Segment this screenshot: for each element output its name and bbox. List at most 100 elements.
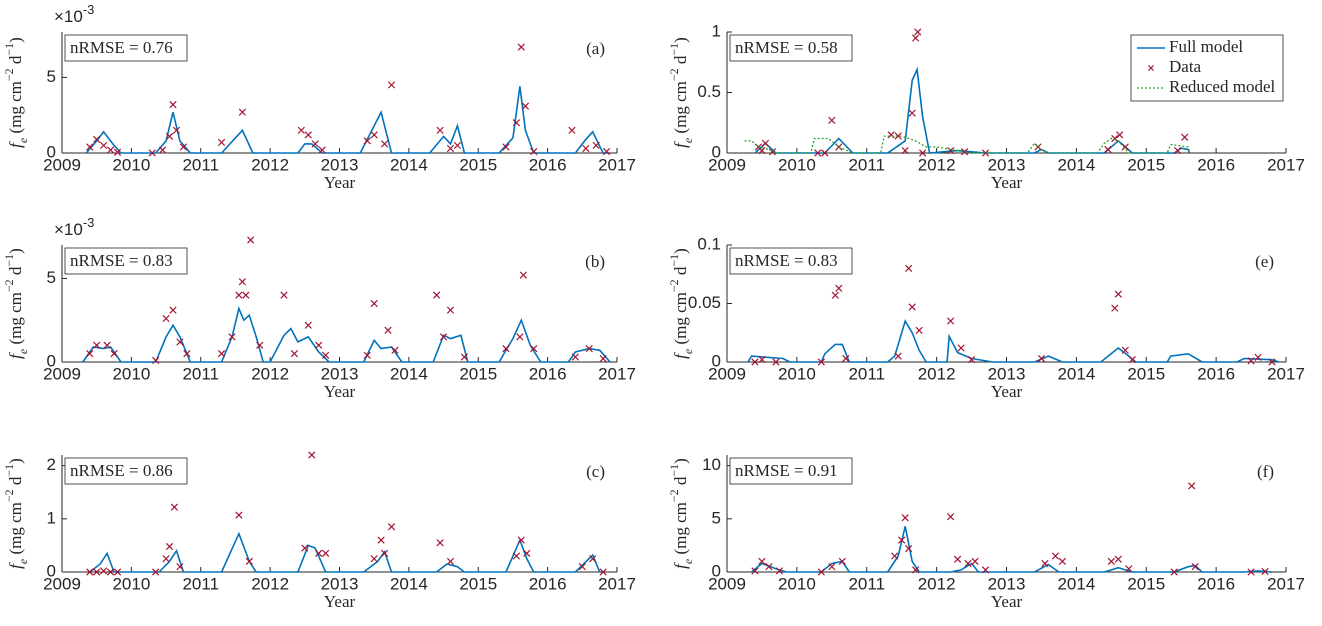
panel-label: (a) <box>586 39 605 58</box>
data-point <box>894 352 902 360</box>
data-point <box>93 135 101 144</box>
x-tick-label: 2010 <box>778 155 816 174</box>
data-point <box>775 567 784 575</box>
data-point <box>758 146 766 155</box>
data-point <box>772 358 780 366</box>
data-point <box>169 100 177 109</box>
panel-label: (e) <box>1255 252 1274 271</box>
model-line <box>82 305 611 363</box>
data-point <box>946 317 955 325</box>
data-point <box>1247 357 1255 365</box>
x-tick-label: 2015 <box>459 574 497 593</box>
y-label-part: (mg cm <box>671 292 690 349</box>
data-point <box>967 356 976 364</box>
x-tick-label: 2010 <box>112 574 150 593</box>
annotation: nRMSE = 0.83 <box>735 251 838 270</box>
y-label-part: f <box>6 562 25 569</box>
y-tick-label: 0 <box>712 561 721 580</box>
data-point <box>256 341 264 349</box>
data-point <box>502 345 510 353</box>
y-label-part: −1 <box>2 43 16 56</box>
data-point <box>446 144 455 153</box>
x-tick-label: 2016 <box>529 574 567 593</box>
data-point <box>530 147 538 156</box>
data-point <box>380 140 389 148</box>
x-tick-label: 2012 <box>251 574 289 593</box>
y-label-part: e <box>16 558 30 564</box>
data-point <box>370 131 378 139</box>
data-point <box>245 557 253 565</box>
annotation: nRMSE = 0.76 <box>70 38 173 57</box>
y-label-part: ) <box>671 458 690 464</box>
data-point <box>912 34 920 42</box>
x-tick-label: 2014 <box>1057 574 1095 593</box>
y-tick-label: 2 <box>47 455 56 474</box>
data-point <box>183 350 191 358</box>
y-label-part: e <box>16 137 30 143</box>
y-label-part: e <box>681 558 695 564</box>
x-tick-label: 2017 <box>1267 364 1305 383</box>
annotation-box <box>729 247 853 275</box>
y-tick-label: 0.05 <box>688 293 721 312</box>
x-tick-label: 2017 <box>1267 155 1305 174</box>
data-point <box>93 341 101 349</box>
data-point <box>322 549 330 558</box>
data-point <box>521 102 530 110</box>
data-point <box>217 138 226 147</box>
annotation-box <box>64 247 188 275</box>
data-point <box>1188 482 1196 490</box>
model-line <box>744 135 1191 154</box>
data-point <box>1107 557 1115 565</box>
x-tick-label: 2013 <box>988 364 1026 383</box>
data-point <box>905 264 913 273</box>
data-point <box>176 563 184 571</box>
data-point <box>751 567 759 575</box>
x-tick-label: 2015 <box>1127 155 1165 174</box>
x-tick-label: 2013 <box>321 155 359 174</box>
data-point <box>436 126 444 134</box>
y-tick-label: 0 <box>47 351 56 370</box>
x-tick-label: 2009 <box>43 574 81 593</box>
y-label-part: −2 <box>667 68 681 81</box>
data-point <box>512 119 521 127</box>
data-point <box>761 139 770 147</box>
data-point <box>1121 346 1129 354</box>
x-tick-label: 2013 <box>988 155 1026 174</box>
data-point <box>439 333 448 341</box>
x-tick-label: 2015 <box>459 364 497 383</box>
annotation: nRMSE = 0.86 <box>70 461 173 480</box>
data-point <box>363 351 371 359</box>
data-point <box>894 132 902 140</box>
y-axis-label: fe (mg cm−2 d−1) <box>667 37 695 148</box>
data-point <box>578 563 586 571</box>
data-point <box>758 356 766 364</box>
x-tick-label: 2010 <box>778 364 816 383</box>
model-line <box>754 66 1191 154</box>
x-tick-label: 2017 <box>598 574 636 593</box>
y-tick-label: 5 <box>47 67 56 86</box>
data-point <box>242 291 250 299</box>
y-label-part: e <box>681 137 695 143</box>
data-point <box>905 544 913 553</box>
data-point <box>971 557 979 565</box>
data-point <box>1114 555 1122 563</box>
data-point <box>297 126 305 134</box>
x-tick-label: 2016 <box>529 364 567 383</box>
data-point <box>100 567 108 575</box>
annotation-box <box>729 34 853 62</box>
x-tick-label: 2013 <box>321 574 359 593</box>
x-tick-label: 2010 <box>112 155 150 174</box>
x-tick-label: 2009 <box>43 364 81 383</box>
y-axis-label: fe (mg cm−2 d−1) <box>2 37 30 148</box>
data-point <box>110 350 118 358</box>
data-point <box>1058 557 1067 565</box>
y-tick-label: 0.5 <box>697 82 721 101</box>
panel-label: (c) <box>586 462 605 481</box>
y-label-part: d <box>671 266 690 279</box>
y-axis-label: fe (mg cm−2 d−1) <box>667 248 695 359</box>
data-point <box>453 141 462 150</box>
data-point <box>433 291 441 299</box>
data-point <box>512 552 521 560</box>
data-point <box>517 536 525 544</box>
